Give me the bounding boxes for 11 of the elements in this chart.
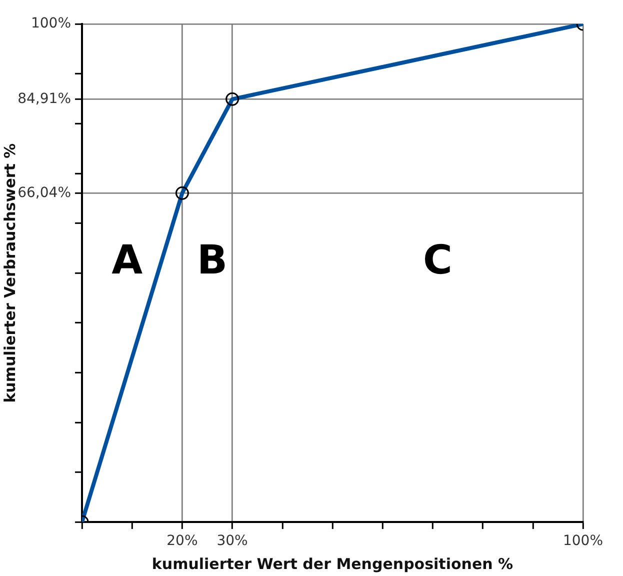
annotation: A: [112, 237, 143, 284]
x-tick-label: 100%: [562, 533, 604, 550]
x-axis-title: kumulierter Wert der Mengenpositionen %: [152, 554, 514, 573]
y-tick-label: 66,04%: [18, 184, 71, 201]
y-tick-label: 100%: [30, 16, 71, 32]
y-axis-title: kumulierter Verbrauchswert %: [0, 143, 19, 403]
x-tick-label: 30%: [216, 533, 248, 550]
y-tick-label: 84,91%: [18, 90, 71, 107]
annotation: B: [197, 237, 228, 284]
annotation: C: [423, 237, 452, 284]
x-tick-label: 20%: [166, 533, 198, 550]
